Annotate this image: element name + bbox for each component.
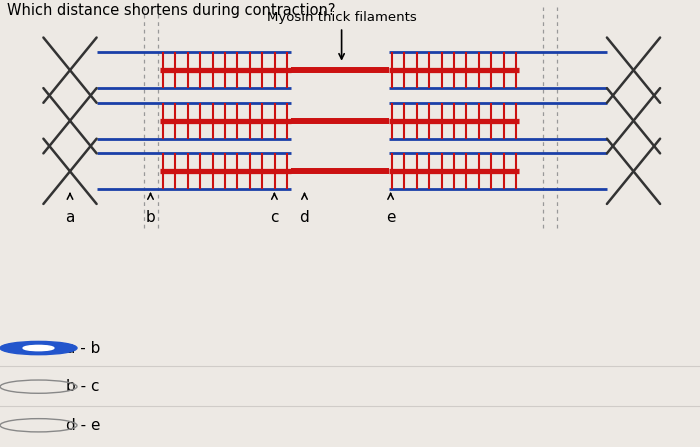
Text: a - b: a - b bbox=[66, 341, 101, 355]
Text: Myosin thick filaments: Myosin thick filaments bbox=[267, 12, 416, 59]
Text: e: e bbox=[386, 211, 396, 225]
Circle shape bbox=[0, 342, 77, 354]
Text: b - c: b - c bbox=[66, 379, 100, 394]
Text: a: a bbox=[65, 211, 75, 225]
Text: d: d bbox=[300, 211, 309, 225]
Text: Which distance shortens during contraction?: Which distance shortens during contracti… bbox=[7, 3, 335, 18]
Circle shape bbox=[23, 346, 54, 351]
Text: d - e: d - e bbox=[66, 418, 101, 433]
Text: b: b bbox=[146, 211, 155, 225]
Text: c: c bbox=[270, 211, 279, 225]
